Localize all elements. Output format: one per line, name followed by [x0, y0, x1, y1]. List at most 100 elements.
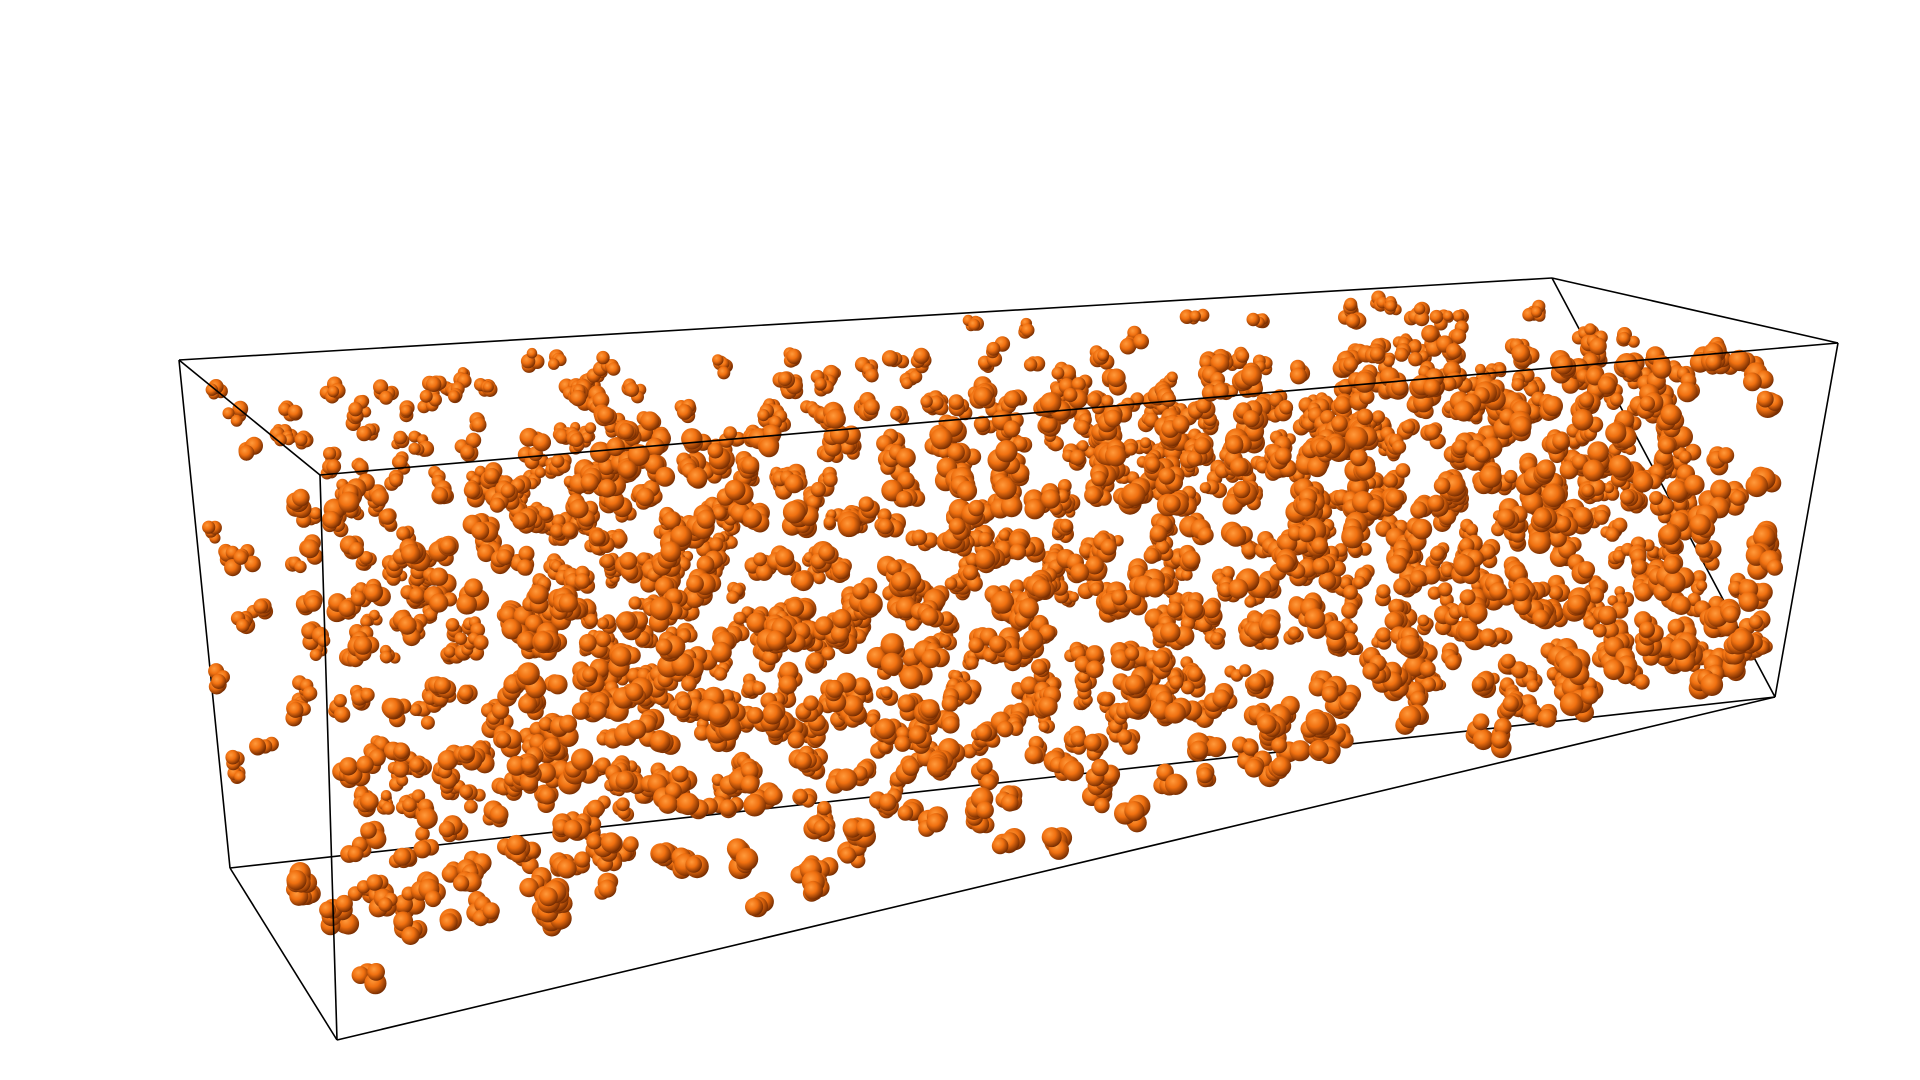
particle-atom: [236, 618, 250, 633]
particle-atom: [813, 571, 826, 585]
particle-atom: [233, 770, 246, 783]
particle-atom: [356, 425, 372, 442]
particle-atom: [1343, 356, 1359, 372]
particle-atom: [438, 821, 456, 838]
particle-atom: [920, 395, 933, 408]
particle-atom: [890, 408, 902, 420]
particle-cluster: [712, 354, 733, 380]
particle-cluster: [225, 749, 245, 771]
particle-atom: [327, 385, 340, 398]
particle-atom: [1417, 614, 1430, 627]
particle-cluster: [534, 784, 559, 813]
particle-cluster: [1116, 729, 1141, 755]
particle-cluster: [438, 815, 469, 843]
particle-cluster: [593, 404, 618, 427]
particle-atom: [205, 383, 218, 396]
particle-atom: [443, 645, 456, 658]
particle-cluster: [1224, 664, 1252, 682]
particle-atom: [538, 786, 556, 805]
particle-cluster: [445, 381, 465, 403]
particle-cluster: [409, 755, 432, 779]
particle-atom: [1465, 523, 1479, 536]
particle-atom: [360, 687, 375, 703]
particle-atom: [426, 376, 442, 392]
particle-atom: [1421, 324, 1439, 343]
particle-cluster: [285, 556, 307, 574]
particle-cluster: [1441, 642, 1462, 671]
particle-atom: [784, 474, 804, 494]
particle-cluster: [1417, 614, 1434, 636]
particle-cluster: [1199, 479, 1227, 499]
particle-atom: [366, 874, 384, 891]
particle-cloud: [202, 290, 1784, 995]
particle-atom: [1424, 423, 1441, 440]
particle-atom: [473, 634, 489, 651]
particle-atom: [253, 599, 268, 614]
particle-cluster: [379, 644, 401, 664]
particle-atom: [1385, 300, 1397, 312]
particle-atom: [1325, 620, 1346, 640]
box-edge-back-bottom: [229, 696, 1776, 869]
particle-atom: [1444, 654, 1461, 671]
particle-atom: [561, 522, 577, 538]
particle-atom: [379, 508, 396, 525]
particle-atom: [326, 459, 342, 474]
particle-cluster: [741, 679, 766, 698]
particle-atom: [977, 532, 993, 547]
particle-atom: [1097, 349, 1109, 362]
particle-cluster: [783, 347, 802, 368]
particle-cluster: [1038, 713, 1056, 734]
particle-cluster: [905, 529, 938, 552]
particle-cluster: [482, 800, 509, 828]
particle-atom: [578, 633, 597, 652]
particle-atom: [1649, 491, 1664, 505]
particle-atom: [814, 377, 827, 390]
particle-atom: [484, 467, 500, 484]
particle-cluster: [230, 610, 256, 635]
particle-atom: [973, 387, 993, 407]
particle-cluster: [1063, 725, 1087, 755]
particle-cluster: [1616, 327, 1640, 348]
particle-atom: [1619, 489, 1635, 505]
particle-atom: [397, 615, 417, 635]
particle-atom: [1346, 622, 1358, 634]
particle-atom: [458, 685, 474, 701]
particle-cluster: [1289, 359, 1311, 385]
particle-atom: [713, 667, 728, 681]
particle-atom: [726, 590, 740, 604]
particle-atom: [753, 552, 767, 567]
particle-cluster: [320, 459, 342, 480]
particle-atom: [622, 836, 639, 853]
particle-atom: [1279, 400, 1294, 415]
particle-atom: [709, 537, 724, 552]
particle-atom: [628, 596, 642, 610]
particle-atom: [460, 444, 475, 460]
particle-cluster: [543, 674, 568, 695]
particle-cluster: [1083, 733, 1109, 761]
particle-atom: [409, 757, 425, 773]
box-edge-back-left: [178, 359, 231, 869]
particle-atom: [380, 650, 393, 664]
particle-cluster: [328, 694, 351, 723]
particle-atom: [597, 406, 615, 424]
particle-atom: [880, 686, 893, 699]
particle-cluster: [376, 790, 395, 815]
particle-atom: [532, 433, 551, 452]
particle-atom: [1083, 733, 1102, 752]
particle-cluster: [1178, 544, 1201, 572]
particle-cluster: [388, 847, 418, 869]
particle-atom: [408, 442, 421, 455]
particle-cluster: [1403, 301, 1430, 327]
particle-atom: [1189, 310, 1201, 322]
particle-atom: [1584, 323, 1597, 336]
particle-atom: [1085, 660, 1104, 679]
particle-atom: [1187, 666, 1203, 682]
particle-atom: [1371, 410, 1385, 424]
particle-cluster: [1452, 309, 1469, 324]
particle-atom: [1143, 547, 1160, 564]
particle-atom: [1603, 482, 1615, 494]
particle-atom: [877, 518, 894, 535]
particle-atom: [526, 347, 538, 359]
particle-cluster: [853, 392, 880, 422]
